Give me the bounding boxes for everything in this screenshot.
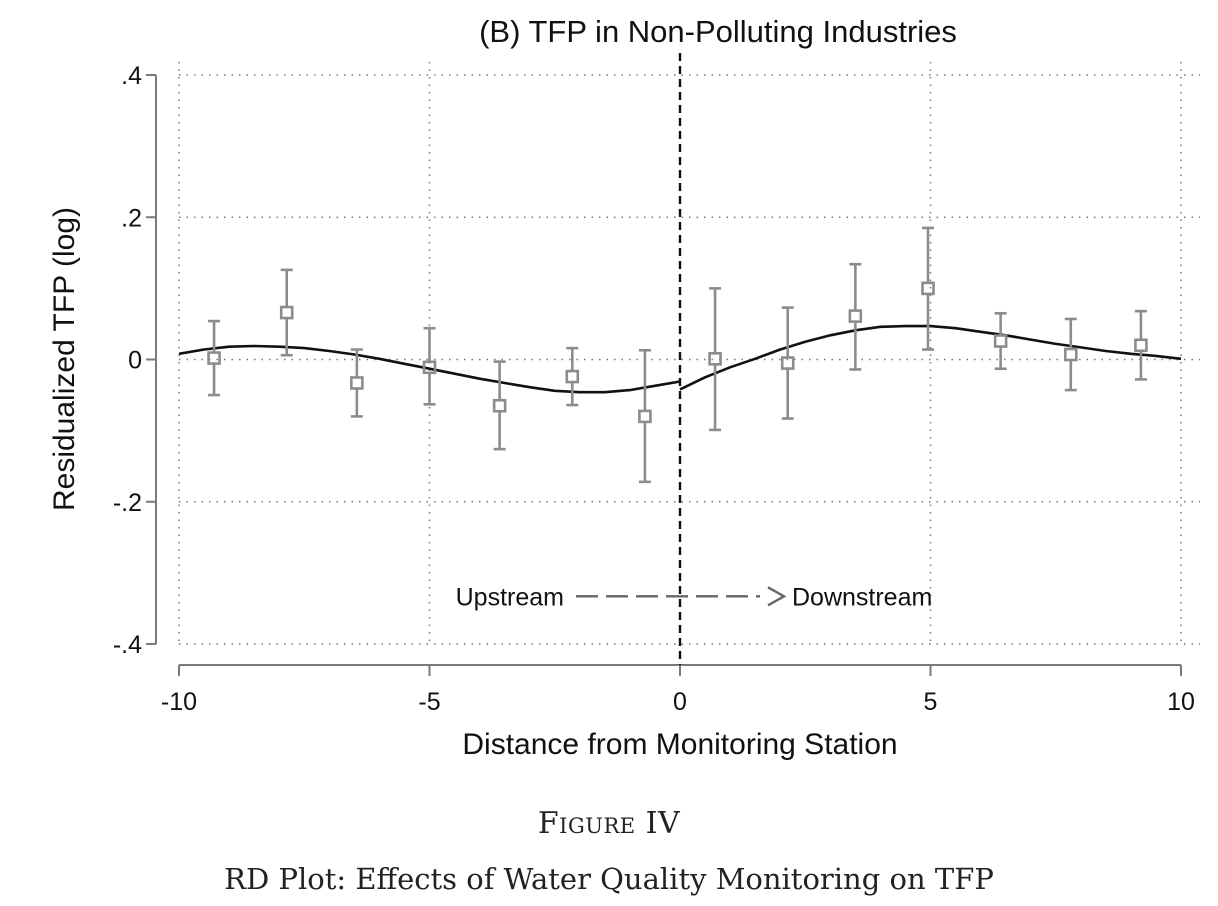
y-tick-label: .4 [121,62,142,90]
x-tick-label: -10 [161,688,197,716]
data-point-group [921,226,935,351]
data-point [993,334,1008,348]
data-point [422,360,437,375]
data-point-group [565,346,580,407]
figure-label: Figure IV [537,806,681,841]
x-tick-label: 5 [924,688,938,716]
data-point-group [1063,317,1078,392]
data-point-group [848,262,863,371]
x-tick-label: 10 [1167,688,1195,716]
annotation-downstream: Downstream [792,583,932,611]
fit-curve-left [178,344,681,394]
y-tick-label: -.4 [113,631,142,659]
annotation-upstream: Upstream [456,583,564,611]
figure-caption: RD Plot: Effects of Water Quality Monito… [224,862,994,896]
data-point-group [422,326,437,406]
data-point [279,305,294,320]
data-point [638,409,652,424]
data-point-group [780,306,795,420]
data-point [708,351,722,366]
data-point-group [279,268,294,357]
data-point-group [350,348,364,418]
data-point [921,281,935,296]
binned-points [207,226,1148,484]
fit-curve-right [679,324,1182,391]
data-point [780,356,795,370]
direction-annotation: Upstream Downstream [456,583,933,611]
grid-lines [178,62,1200,645]
data-point-group [207,319,221,397]
data-point-group [708,287,722,432]
x-tick-label: -5 [418,688,440,716]
rd-plot-chart: (B) TFP in Non-Polluting Industries -.4-… [48,14,1200,761]
y-tick-label: 0 [128,347,142,375]
data-point-group [1134,309,1148,381]
chart-title: (B) TFP in Non-Polluting Industries [479,14,957,49]
data-point [565,369,580,384]
data-point-group [492,360,507,451]
data-point-group [993,311,1008,371]
data-point-group [638,348,652,484]
data-point [207,351,221,365]
fit-curves [178,324,1182,394]
x-axis-label: Distance from Monitoring Station [462,728,897,761]
data-point [350,376,364,390]
data-point [492,398,507,413]
y-tick-label: .2 [121,204,142,232]
y-axis-label: Residualized TFP (log) [48,207,81,511]
y-tick-label: -.2 [113,489,142,517]
axes: -.4 -.2 0 .2 .4 -10 -5 0 5 10 [113,62,1195,716]
data-point [848,309,863,323]
data-point [1134,338,1148,353]
x-tick-label: 0 [673,688,687,716]
annotation-arrowhead [767,586,787,607]
data-point [1063,347,1078,362]
